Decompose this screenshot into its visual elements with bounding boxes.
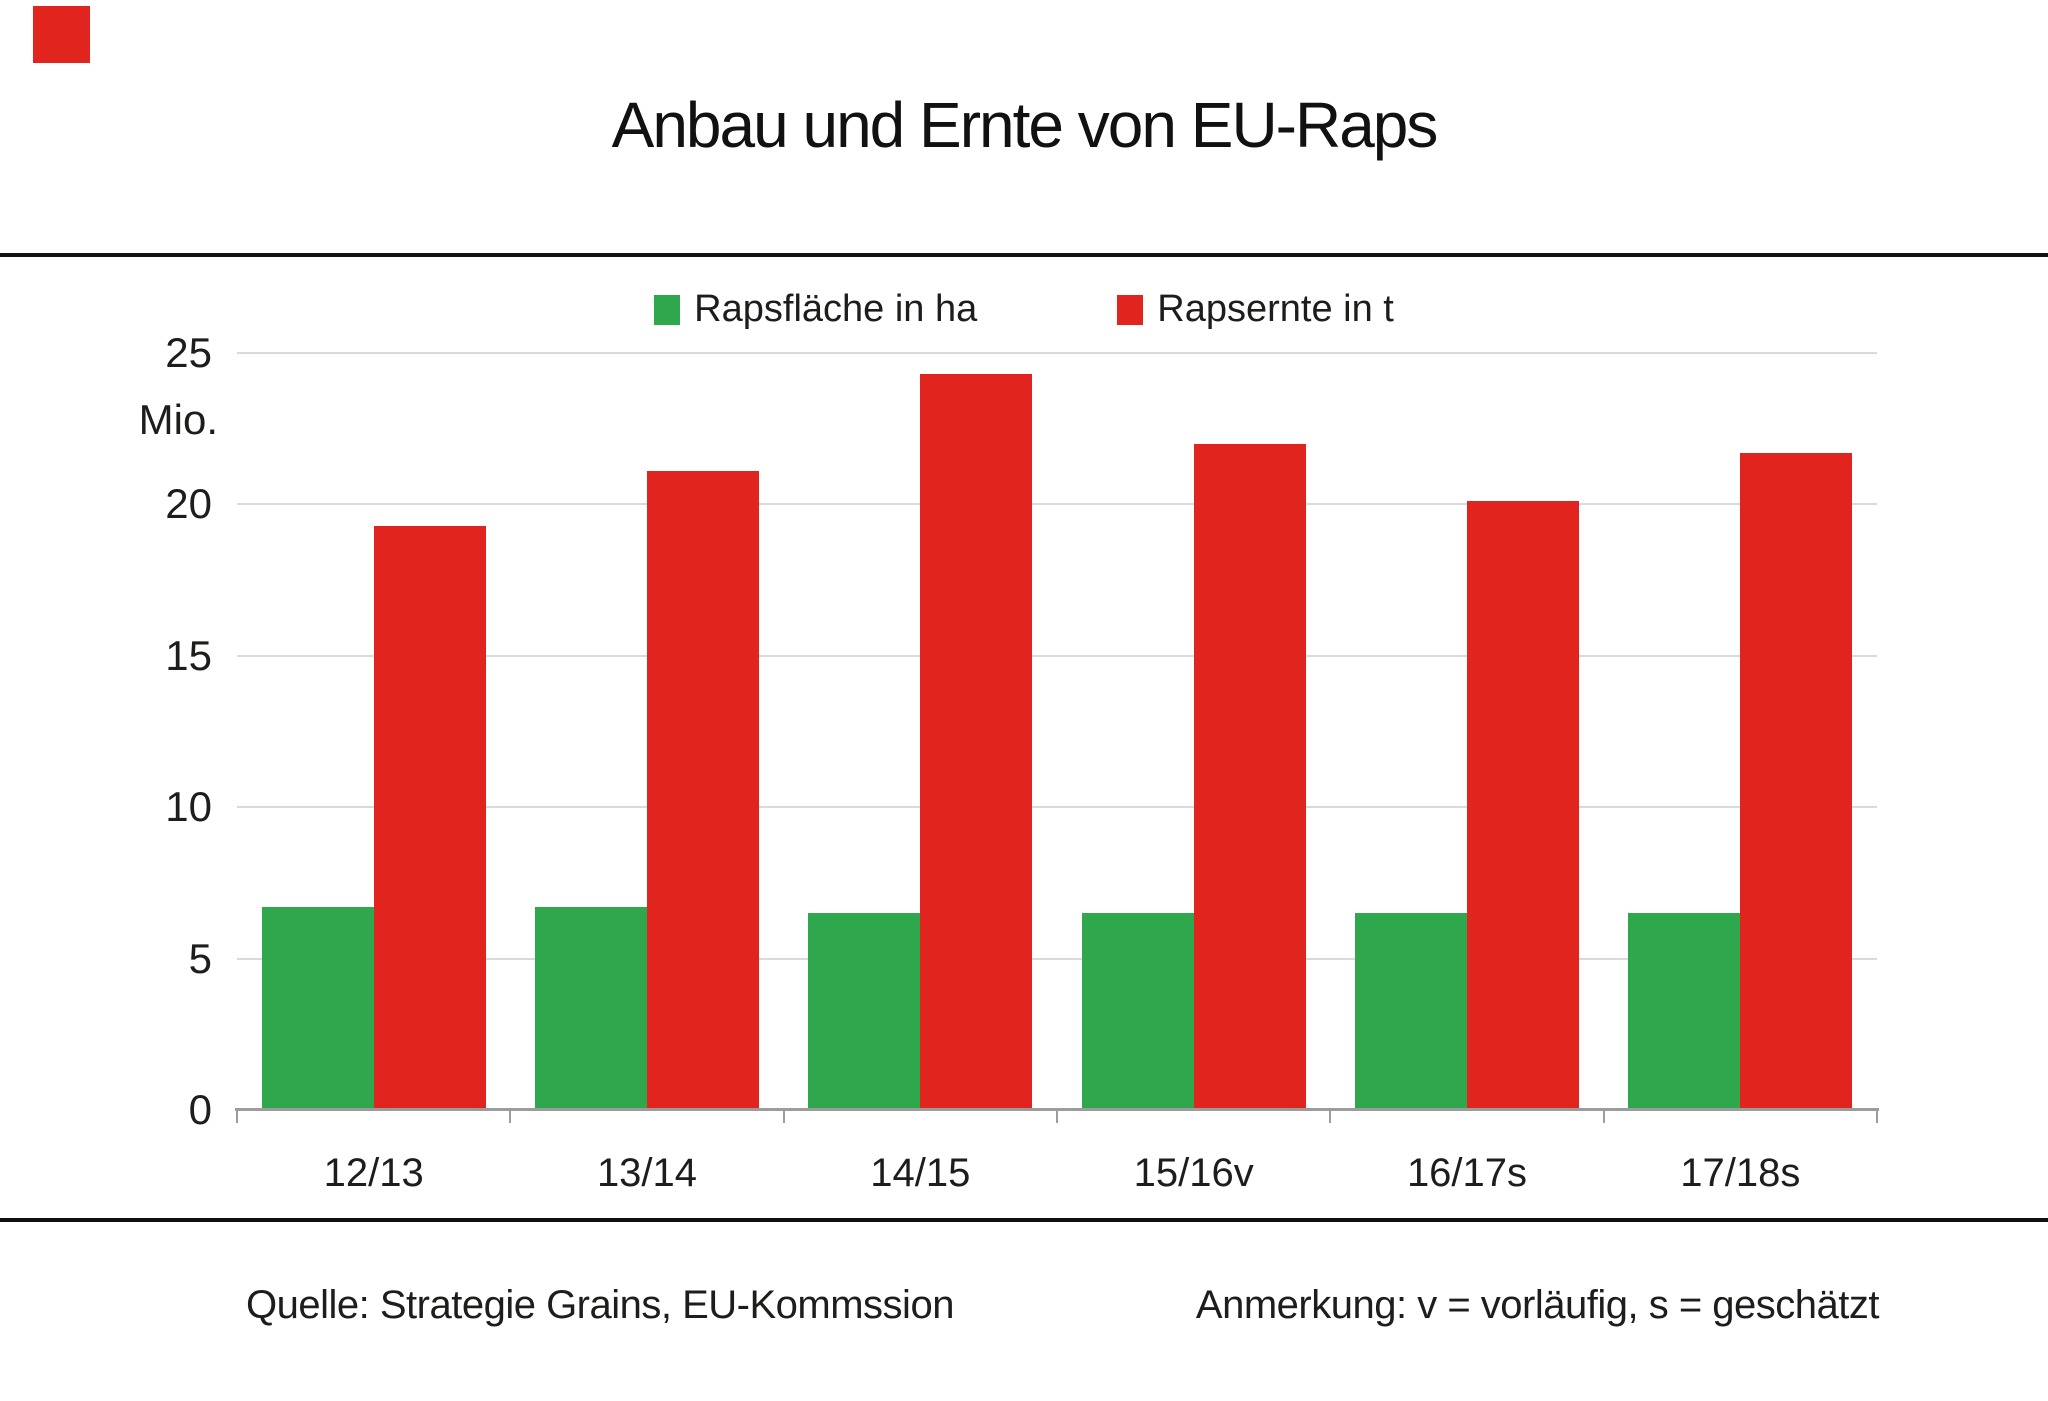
x-axis-tick bbox=[236, 1110, 238, 1123]
bar-rapsernte-16/17s bbox=[1467, 501, 1579, 1110]
title-divider bbox=[0, 253, 2048, 257]
legend-swatch-red-icon bbox=[1117, 294, 1144, 325]
y-tick-label-20: 20 bbox=[165, 480, 212, 528]
legend-label-rapsflaeche: Rapsfläche in ha bbox=[694, 288, 978, 330]
gridline-5 bbox=[237, 957, 1877, 960]
bar-rapsernte-17/18s bbox=[1740, 452, 1853, 1110]
x-axis-tick bbox=[1602, 1110, 1605, 1123]
y-tick-label-15: 15 bbox=[165, 631, 212, 679]
legend-label-rapsernte: Rapsernte in t bbox=[1157, 288, 1394, 330]
gridline-10 bbox=[237, 806, 1877, 809]
legend-swatch-green-icon bbox=[654, 294, 681, 325]
footer-divider bbox=[0, 1218, 2048, 1222]
legend-item-rapsflaeche: Rapsfläche in ha bbox=[654, 288, 977, 331]
x-tick-label-17/18s: 17/18s bbox=[1680, 1151, 1801, 1195]
bar-rapsflaeche-17/18s bbox=[1628, 913, 1741, 1110]
x-axis-tick bbox=[1876, 1110, 1878, 1123]
x-tick-label-15/16v: 15/16v bbox=[1133, 1151, 1254, 1195]
bar-rapsflaeche-14/15 bbox=[808, 913, 921, 1110]
bar-rapsernte-13/14 bbox=[647, 471, 759, 1110]
x-axis-tick bbox=[1056, 1110, 1058, 1123]
gridline-25 bbox=[237, 352, 1877, 354]
gridline-20 bbox=[237, 503, 1877, 506]
bar-rapsflaeche-15/16v bbox=[1081, 913, 1194, 1110]
x-axis-tick bbox=[509, 1110, 512, 1123]
gridline-15 bbox=[237, 654, 1877, 657]
bar-rapsflaeche-12/13 bbox=[261, 907, 374, 1110]
brand-logo-square bbox=[33, 6, 90, 63]
x-tick-label-12/13: 12/13 bbox=[323, 1151, 424, 1195]
y-tick-label-0: 0 bbox=[188, 1086, 212, 1133]
x-axis-tick bbox=[782, 1110, 785, 1123]
annotation-note: Anmerkung: v = vorläufig, s = geschätzt bbox=[1195, 1283, 1880, 1327]
x-tick-label-14/15: 14/15 bbox=[870, 1151, 971, 1195]
chart-title: Anbau und Ernte von EU-Raps bbox=[611, 89, 1439, 161]
x-axis-line bbox=[235, 1108, 1879, 1111]
bar-rapsflaeche-16/17s bbox=[1355, 913, 1467, 1110]
bar-rapsernte-12/13 bbox=[373, 525, 486, 1110]
legend-item-rapsernte: Rapsernte in t bbox=[1117, 288, 1394, 331]
y-tick-label-5: 5 bbox=[188, 934, 212, 982]
y-axis-unit-label: Mio. bbox=[138, 396, 218, 443]
legend: Rapsfläche in ha Rapsernte in t bbox=[0, 288, 2048, 331]
x-tick-label-16/17s: 16/17s bbox=[1406, 1151, 1528, 1195]
plot-area: 0 5 10 15 20 25 Mio. 12/13 13/14 14/15 15/16v 16/17… bbox=[139, 329, 1879, 1195]
x-axis-tick bbox=[1329, 1110, 1332, 1123]
bar-rapsflaeche-13/14 bbox=[535, 907, 647, 1110]
source-note: Quelle: Strategie Grains, EU-Kommssion bbox=[246, 1283, 954, 1327]
bar-rapsernte-14/15 bbox=[920, 374, 1033, 1110]
bar-rapsernte-15/16v bbox=[1193, 443, 1306, 1110]
x-tick-label-13/14: 13/14 bbox=[596, 1151, 698, 1195]
y-tick-label-25: 25 bbox=[165, 329, 212, 376]
y-tick-label-10: 10 bbox=[165, 783, 212, 831]
